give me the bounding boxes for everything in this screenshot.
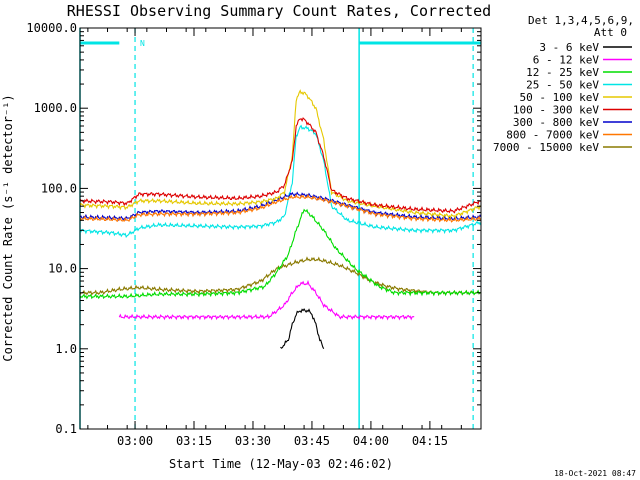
y-tick-label: 0.1 [55,422,77,436]
x-tick-label: 04:00 [353,434,389,448]
x-axis-label: Start Time (12-May-03 02:46:02) [169,457,393,471]
chart-title: RHESSI Observing Summary Count Rates, Co… [67,2,491,20]
y-tick-label: 1.0 [55,342,77,356]
series-line-12-25-kev [79,208,482,300]
legend-label: 300 - 800 keV [513,116,599,129]
y-axis-label: Corrected Count Rate (s⁻¹ detector⁻¹) [1,94,15,361]
series-line-100-300-kev [79,117,482,214]
series-line-7000-15000-kev [79,256,482,297]
legend-header-line2: Att 0 [594,26,627,39]
n-marker-label: N [140,39,145,48]
plot-frame [79,27,482,430]
legend-label: 800 - 7000 keV [506,129,599,142]
x-tick-label: 03:30 [235,434,271,448]
legend-label: 25 - 50 keV [526,79,599,92]
legend-label: 6 - 12 keV [533,54,600,67]
y-tick-label: 10000.0 [26,21,77,35]
series-line-25-50-kev [79,124,482,239]
series-line-50-100-kev [79,89,482,220]
legend-header-line1: Det 1,3,4,5,6,9, [528,14,634,27]
plot-area: N [79,28,482,429]
series-line-800-7000-kev [79,193,482,223]
y-tick-label: 1000.0 [34,101,77,115]
x-tick-label: 04:15 [412,434,448,448]
legend-label: 12 - 25 keV [526,66,599,79]
y-tick-label: 100.0 [41,181,77,195]
x-tick-label: 03:45 [294,434,330,448]
legend-label: 50 - 100 keV [520,91,600,104]
legend-label: 3 - 6 keV [539,41,599,54]
y-tick-label: 10.0 [48,262,77,276]
x-tick-label: 03:15 [176,434,212,448]
x-tick-label: 03:00 [117,434,153,448]
x-axis: 03:00 03:15 03:30 03:45 04:00 04:15 [87,28,462,448]
series-line-6-12-kev [118,279,415,321]
legend-label: 7000 - 15000 keV [493,141,599,154]
series-line-3-6-kev [280,308,325,350]
y-axis: 0.1 1.0 10.0 100.0 1000.0 10000.0 [26,21,481,436]
legend-label: 100 - 300 keV [513,104,599,117]
timestamp: 18-Oct-2021 08:47 [554,469,636,478]
